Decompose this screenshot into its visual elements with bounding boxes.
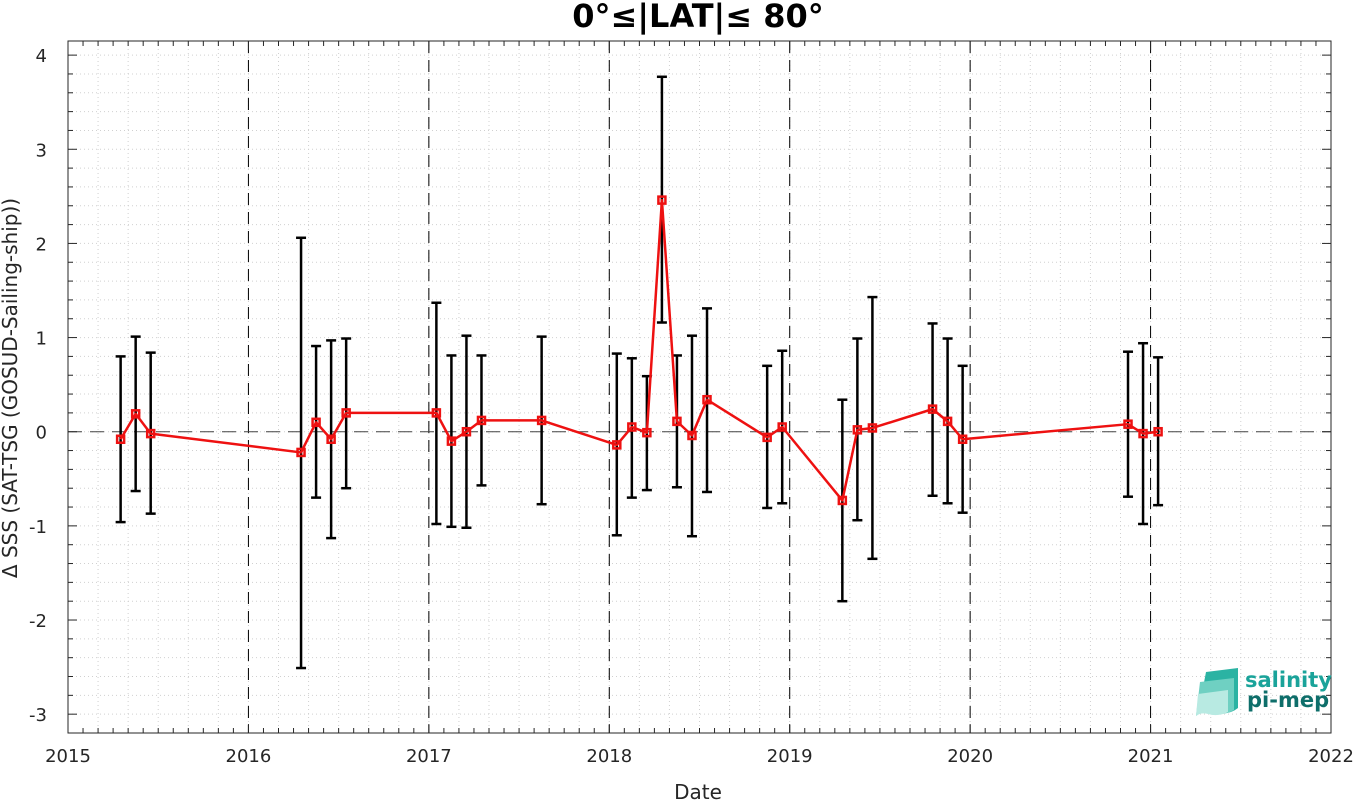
logo-pimep-text: pi-mep [1247,688,1329,712]
data-point-marker [145,428,156,439]
y-tick-labels: 4 3 2 1 0 -1 -2 -3 [29,46,47,726]
data-point-marker [642,427,652,438]
y-axis-label: Δ SSS (SAT-TSG (GOSUD-Sailing-ship)) [0,198,22,578]
data-point-marker [612,440,622,450]
wave-logo-icon [1196,668,1238,716]
data-point-marker [536,415,547,426]
y-tick-label: -3 [29,705,47,726]
data-point-marker [852,425,863,435]
chart-title: 0°≤|LAT|≤ 80° [572,0,823,36]
data-point-marker [1153,426,1163,437]
data-point-marker [777,422,787,432]
data-point-marker [942,416,953,427]
data-point-marker [657,195,667,205]
axis-ticks [67,41,1332,734]
x-tick-label: 2020 [947,746,993,767]
data-point-marker [431,408,442,418]
data-point-marker [702,394,712,405]
data-point-marker [837,495,848,506]
y-tick-label: 4 [36,46,47,67]
data-point-marker [326,434,336,445]
y-tick-label: 2 [36,234,47,255]
x-tick-label: 2019 [767,746,813,767]
x-tick-label: 2016 [226,746,272,767]
x-axis-label: Date [674,780,722,801]
data-point-marker [446,436,457,446]
data-point-marker [687,430,697,441]
data-point-marker [115,434,126,445]
logo-salinity-text: salinity [1245,668,1332,692]
y-tick-label: -1 [29,517,47,538]
data-point-marker [957,434,968,445]
x-tick-label: 2022 [1308,746,1354,767]
x-tick-label: 2018 [586,746,632,767]
data-point-marker [672,416,682,427]
data-point-marker [927,404,938,414]
x-tick-labels: 2015 2016 2017 2018 2019 2020 2021 2022 [45,746,1354,767]
y-tick-label: 3 [36,140,47,161]
x-tick-label: 2015 [45,746,91,767]
data-point-marker [311,417,321,428]
data-point-marker [476,415,487,426]
data-point-marker [461,426,472,437]
data-point-marker [1138,428,1148,439]
data-point-marker [1123,419,1133,429]
year-separator-lines [247,41,1152,733]
series-markers [115,195,1163,506]
salinity-pimep-logo: salinity pi-mep [1196,668,1332,716]
y-tick-label: 1 [36,329,47,350]
x-tick-label: 2021 [1128,746,1174,767]
data-point-marker [341,408,351,418]
y-tick-label: 0 [36,423,47,444]
data-point-marker [762,432,772,443]
data-point-marker [627,422,637,432]
y-tick-label: -2 [29,611,47,632]
x-tick-label: 2017 [406,746,452,767]
data-point-marker [296,447,306,458]
data-point-marker [130,409,141,419]
data-point-marker [867,423,878,433]
error-bar [1153,356,1164,507]
